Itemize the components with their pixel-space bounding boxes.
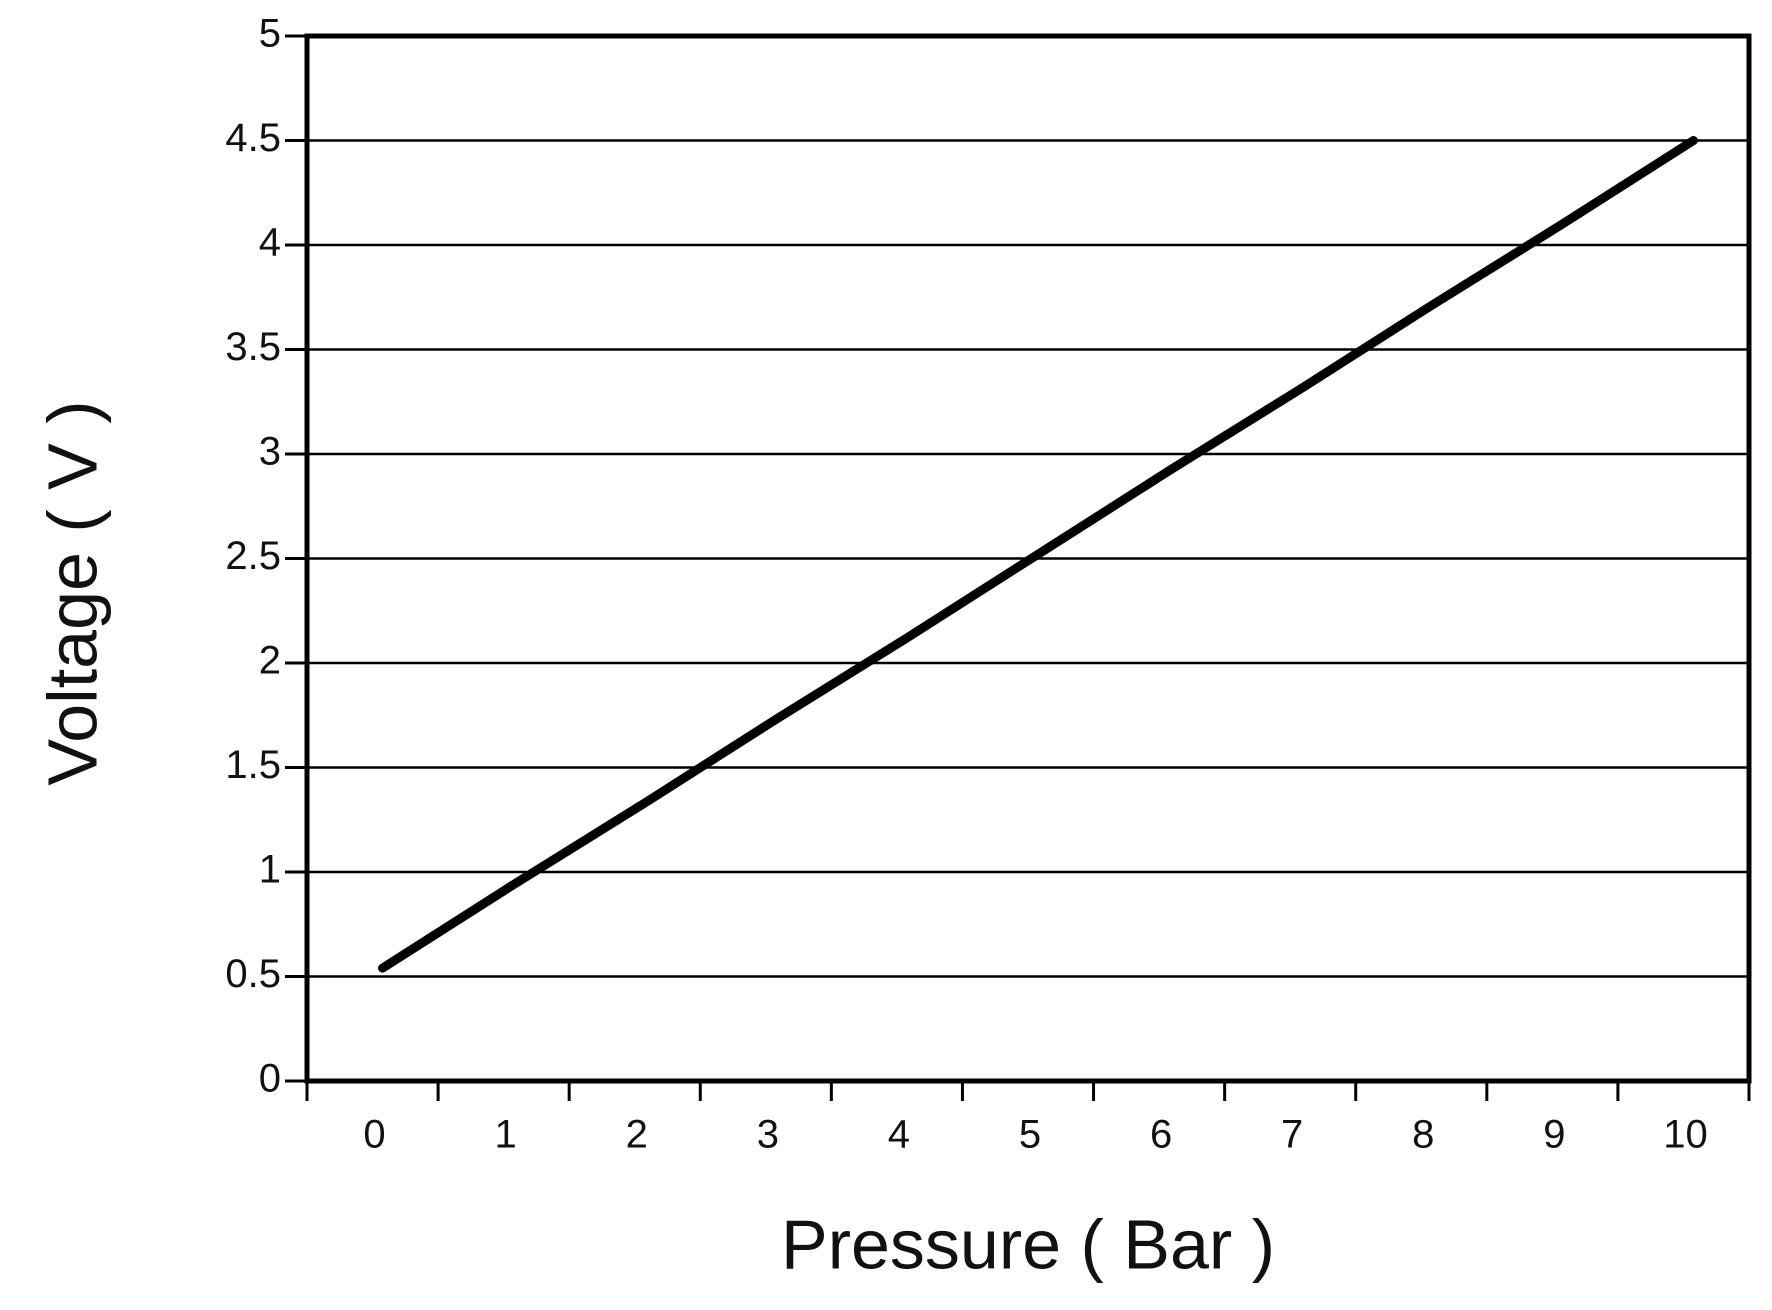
x-tick-label: 6 (1150, 1113, 1172, 1157)
plot-border (304, 33, 1752, 1084)
y-tick-label: 3.5 (225, 325, 281, 369)
y-axis-title: Voltage ( V ) (33, 400, 111, 785)
x-tick-label: 4 (888, 1113, 910, 1157)
y-tick-label: 3 (259, 430, 281, 474)
y-tick-label: 2.5 (225, 534, 281, 578)
y-tick-label: 4 (259, 221, 281, 265)
y-tick-label: 4.5 (225, 116, 281, 160)
y-tick-label: 0 (259, 1057, 281, 1101)
y-tick-label: 0.5 (225, 952, 281, 996)
x-tick-label: 0 (363, 1113, 385, 1157)
y-tick-label: 2 (259, 639, 281, 683)
x-tick-label: 2 (626, 1113, 648, 1157)
y-tick-label: 1 (259, 848, 281, 892)
x-tick-label: 7 (1281, 1113, 1303, 1157)
data-line (378, 136, 1698, 973)
x-tick-label: 10 (1663, 1113, 1708, 1157)
y-tick-label: 5 (259, 12, 281, 56)
x-tick-label: 8 (1412, 1113, 1434, 1157)
y-tick-label: 1.5 (225, 743, 281, 787)
x-tick-label: 1 (495, 1113, 517, 1157)
x-tick-label: 3 (757, 1113, 779, 1157)
x-tick-label: 9 (1543, 1113, 1565, 1157)
x-axis-title: Pressure ( Bar ) (781, 1205, 1275, 1283)
x-tick-label: 5 (1019, 1113, 1041, 1157)
